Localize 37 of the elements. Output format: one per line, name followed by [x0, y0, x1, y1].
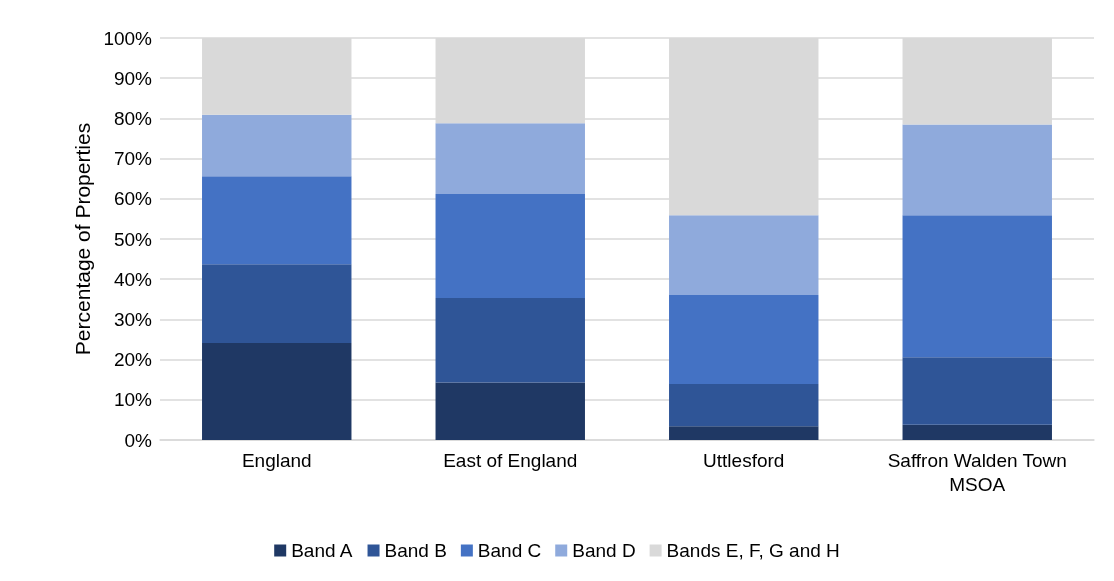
x-tick-label: England — [241, 449, 312, 471]
bar — [435, 123, 585, 194]
y-axis-title: Percentage of Properties — [70, 122, 94, 356]
y-tick-label: 30% — [113, 308, 153, 330]
y-tick-label: 80% — [113, 107, 153, 129]
bar — [202, 176, 352, 265]
y-tick-label: 100% — [103, 27, 153, 49]
legend-label: Band B — [384, 540, 447, 561]
bar — [902, 124, 1052, 216]
bar — [669, 294, 819, 385]
y-tick-label: 40% — [113, 268, 153, 290]
y-tick-label: 50% — [113, 228, 153, 250]
x-tick-label: Saffron Walden Town MSOA — [887, 449, 1067, 495]
bar — [902, 424, 1052, 440]
x-tick-label: East of England — [443, 449, 578, 471]
legend-label: Bands E, F, G and H — [666, 540, 840, 561]
x-tick-label: Uttlesford — [703, 449, 785, 471]
legend-label: Band A — [291, 540, 353, 561]
bar — [669, 215, 819, 295]
bar — [902, 357, 1052, 425]
y-tick-label: 10% — [113, 389, 153, 411]
y-tick-label: 70% — [113, 148, 153, 170]
bar — [202, 343, 352, 440]
bar — [669, 384, 819, 427]
bar — [202, 264, 352, 344]
bar — [435, 298, 585, 383]
legend-label: Band C — [477, 540, 542, 561]
y-tick-label: 60% — [113, 188, 153, 210]
bar — [435, 193, 585, 299]
bar — [902, 215, 1052, 358]
bar — [669, 426, 819, 440]
y-tick-label: 90% — [113, 67, 153, 89]
legend-label: Band D — [572, 540, 636, 561]
y-tick-label: 0% — [124, 429, 153, 451]
bar — [435, 382, 585, 440]
y-tick-label: 20% — [113, 349, 153, 371]
bar — [202, 114, 352, 177]
